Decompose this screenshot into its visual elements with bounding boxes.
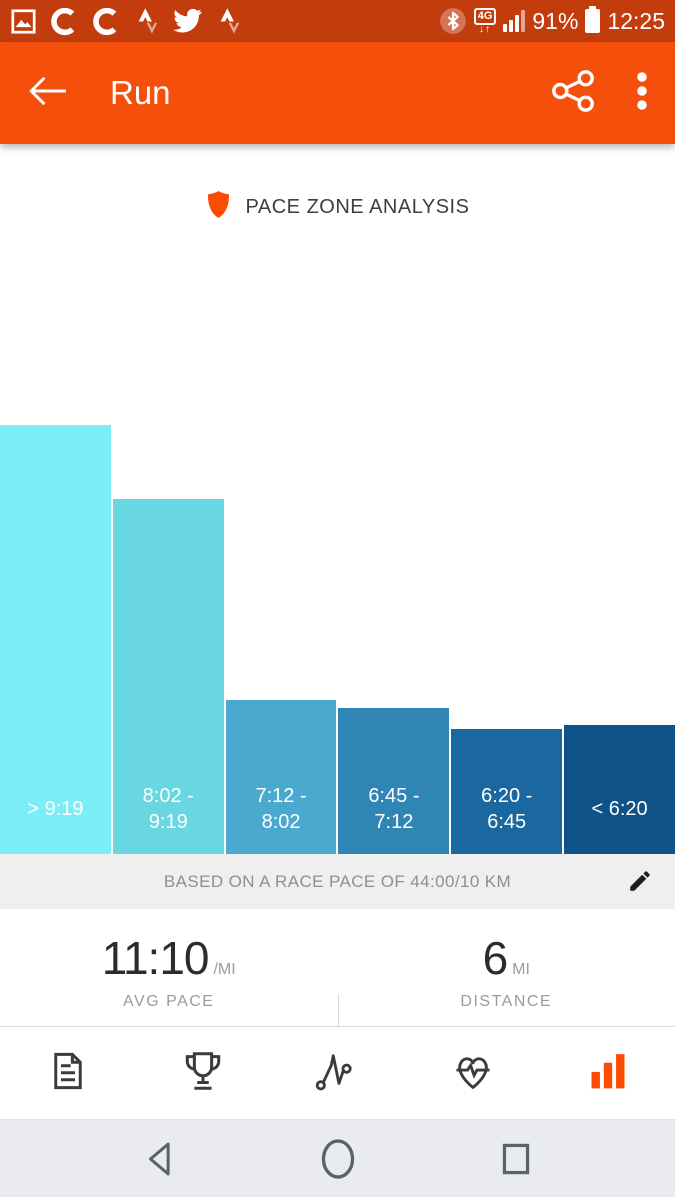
- battery-icon: [585, 6, 601, 33]
- zone-label: < 6:20: [564, 764, 675, 854]
- tab-notes[interactable]: [0, 1027, 135, 1119]
- zone-label: > 9:19: [0, 764, 111, 854]
- signal-strength-icon: [503, 10, 526, 32]
- distance-stat: 6 MI DISTANCE: [338, 909, 675, 1026]
- distance-unit: MI: [512, 960, 530, 978]
- share-icon[interactable]: [549, 67, 597, 120]
- pace-line-icon: [314, 1050, 362, 1097]
- sync-icon: [50, 7, 79, 36]
- trophy-icon: [180, 1048, 226, 1099]
- strava-icon: [216, 7, 241, 36]
- nav-home-button[interactable]: [308, 1129, 368, 1189]
- race-pace-text: BASED ON A RACE PACE OF 44:00/10 KM: [163, 871, 512, 891]
- pace-zone-chart: [0, 144, 675, 764]
- stats-row: 11:10 /MI AVG PACE 6 MI DISTANCE: [0, 909, 675, 1027]
- edit-pencil-icon[interactable]: [627, 868, 653, 899]
- avg-pace-value: 11:10: [101, 931, 210, 984]
- race-pace-bar: BASED ON A RACE PACE OF 44:00/10 KM: [0, 854, 675, 909]
- tab-heart-rate[interactable]: [405, 1027, 540, 1119]
- avg-pace-label: AVG PACE: [123, 992, 215, 1010]
- shield-icon: [206, 190, 231, 225]
- clock: 12:25: [607, 7, 665, 34]
- zone-label: 7:12 -8:02: [225, 764, 337, 854]
- zone-bar[interactable]: [112, 499, 224, 764]
- section-title: PACE ZONE ANALYSIS: [245, 196, 470, 218]
- twitter-icon: [172, 8, 203, 35]
- strava-icon: [134, 7, 159, 36]
- bluetooth-icon: [439, 7, 467, 35]
- zone-label: 8:02 -9:19: [112, 764, 224, 854]
- tab-charts[interactable]: [540, 1027, 675, 1119]
- zone-bar[interactable]: [225, 700, 337, 764]
- battery-percent: 91%: [532, 7, 579, 34]
- zone-bar[interactable]: [338, 708, 450, 764]
- bar-chart-icon: [586, 1049, 630, 1098]
- status-bar: 4G ↓↑ 91% 12:25: [0, 0, 675, 42]
- zone-labels-row: > 9:19 8:02 -9:19 7:12 -8:02 6:45 -7:12 6:20…: [0, 761, 675, 854]
- zone-label: 6:45 -7:12: [338, 764, 450, 854]
- document-icon: [47, 1049, 89, 1098]
- pace-zone-section: PACE ZONE ANALYSIS: [0, 144, 675, 764]
- zone-bar[interactable]: [0, 425, 111, 764]
- heart-rate-icon: [450, 1049, 496, 1098]
- back-arrow-icon[interactable]: [26, 73, 70, 114]
- android-nav-bar: [0, 1119, 675, 1197]
- page-title: Run: [110, 74, 171, 111]
- distance-value: 6: [482, 931, 509, 984]
- zone-bar[interactable]: [564, 725, 675, 764]
- nav-recents-button[interactable]: [486, 1129, 546, 1189]
- distance-label: DISTANCE: [460, 992, 553, 1010]
- tab-pace-analysis[interactable]: [270, 1027, 405, 1119]
- zone-label: 6:20 -6:45: [451, 764, 563, 854]
- sync-icon: [92, 7, 121, 36]
- app-bar: Run: [0, 42, 675, 144]
- screenshot-icon: [10, 8, 37, 35]
- avg-pace-stat: 11:10 /MI AVG PACE: [0, 909, 338, 1026]
- stats-divider: [337, 994, 339, 1026]
- zone-bar[interactable]: [451, 729, 563, 764]
- nav-back-button[interactable]: [130, 1129, 190, 1189]
- overflow-menu-icon[interactable]: [635, 67, 649, 120]
- avg-pace-unit: /MI: [213, 960, 236, 978]
- tab-bar: [0, 1027, 675, 1119]
- network-4g-icon: 4G ↓↑: [473, 8, 497, 35]
- section-heading: PACE ZONE ANALYSIS: [0, 190, 675, 225]
- tab-achievements[interactable]: [135, 1027, 270, 1119]
